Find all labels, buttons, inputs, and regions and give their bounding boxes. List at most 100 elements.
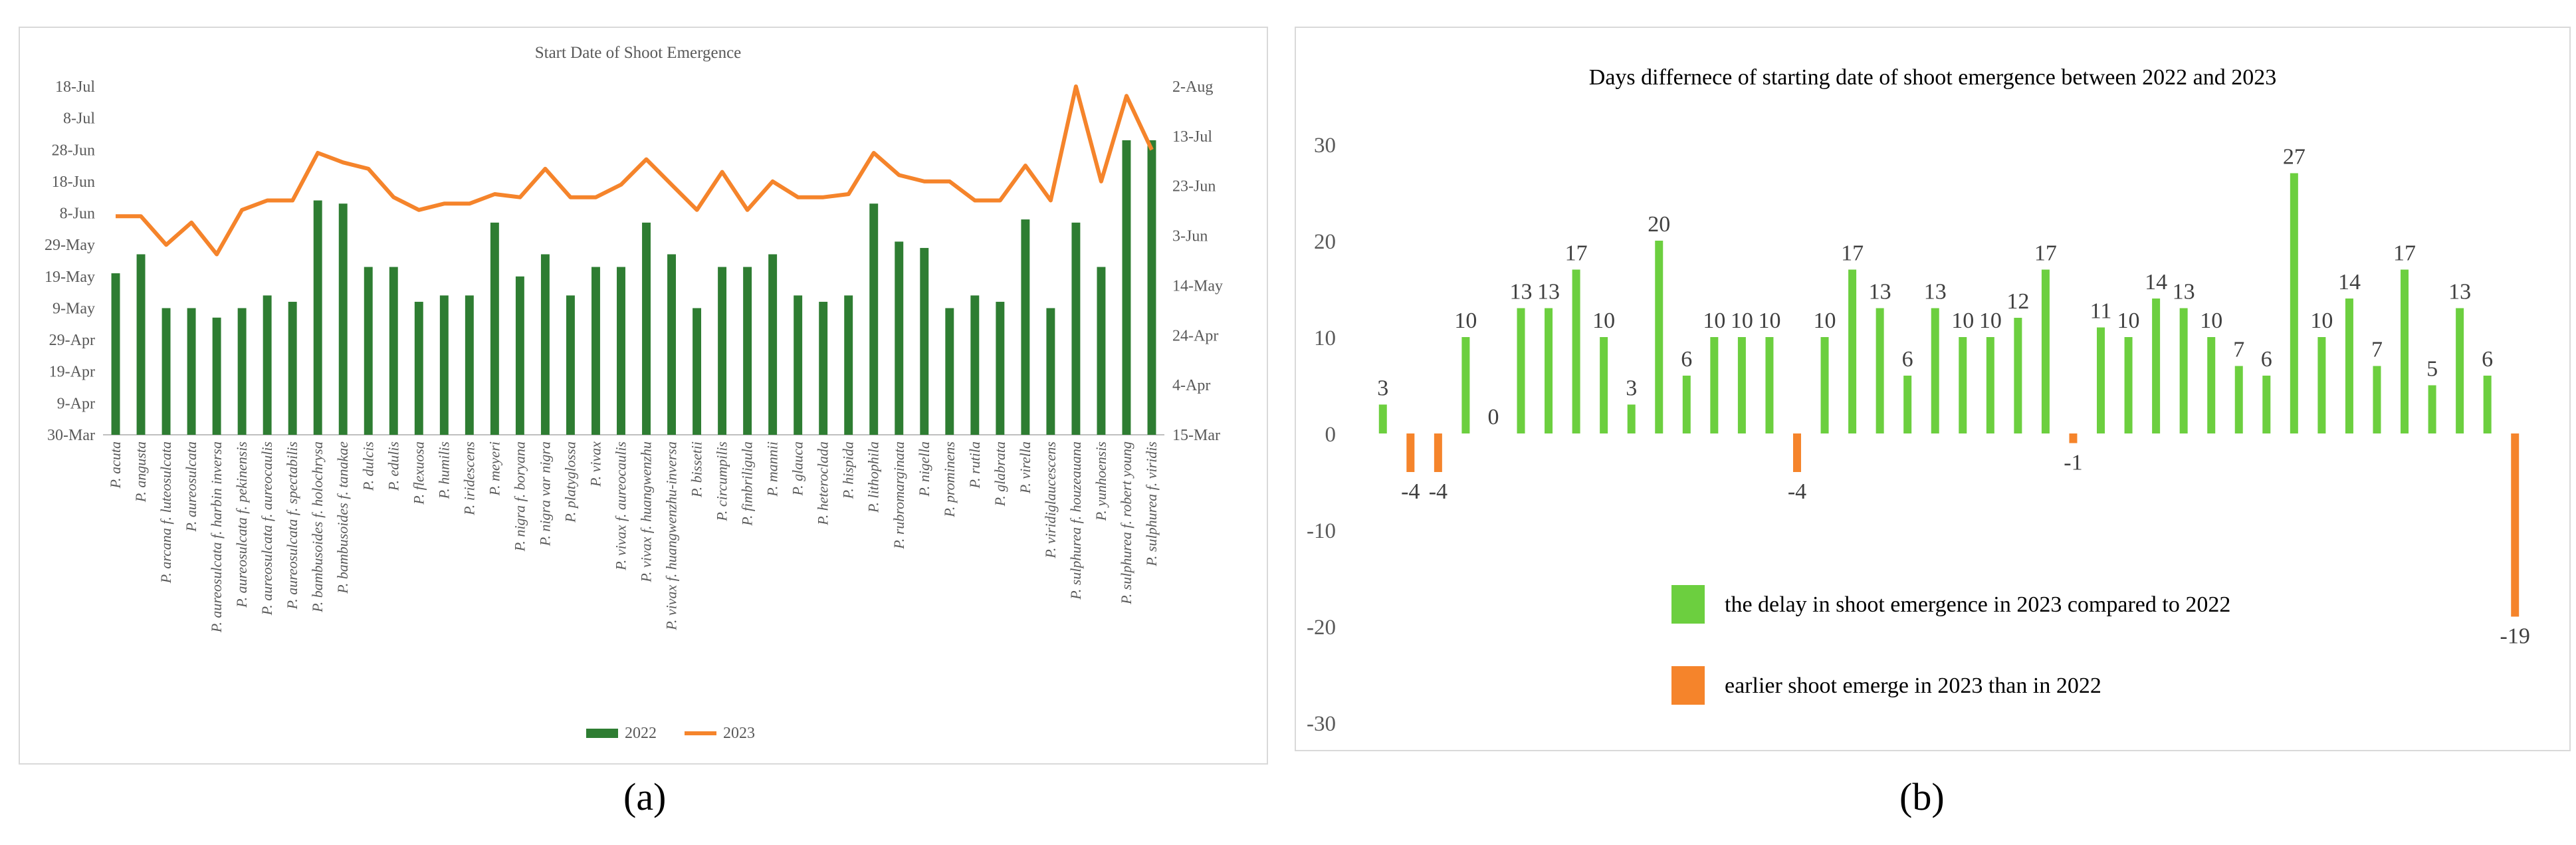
chart-a-right-tick: 2-Aug (1172, 78, 1213, 96)
chart-a-bar-2022 (1147, 140, 1156, 435)
chart-a-category-label: P. nigella (916, 441, 932, 497)
chart-a-category-label: P. circumpilis (714, 441, 730, 522)
chart-b-data-label: -4 (1788, 479, 1806, 504)
legend-delay-label: the delay in shoot emergence in 2023 com… (1725, 592, 2230, 617)
chart-a-left-tick: 18-Jun (52, 174, 95, 191)
chart-b-data-label: 3 (1626, 376, 1637, 401)
chart-b-data-label: 10 (1979, 308, 2002, 333)
chart-b-data-label: -4 (1401, 479, 1420, 504)
chart-b-bar-delay (2456, 308, 2464, 433)
chart-a-category-label: P. bissetii (689, 441, 705, 498)
chart-b-bar-delay (2041, 269, 2050, 433)
chart-a-category-label: P. glauca (790, 441, 806, 496)
panel-label-a: (a) (623, 775, 667, 818)
chart-a-left-tick: 30-Mar (47, 427, 95, 444)
chart-a-category-label: P. angusta (132, 441, 149, 503)
chart-a-category-label: P. nigra f. boryana (511, 441, 528, 552)
chart-a-category-label: P. aureosulcata f. pekinensis (233, 441, 250, 608)
chart-b-y-tick: 10 (1314, 326, 1336, 350)
chart-b-data-label: 5 (2426, 357, 2438, 382)
chart-b-bar-delay (1461, 337, 1470, 433)
chart-b-data-label: 6 (1681, 347, 1692, 372)
chart-a-bar-2022 (970, 295, 980, 435)
chart-b-data-label: 12 (2006, 289, 2029, 314)
chart-b-bar-delay (2179, 308, 2188, 433)
chart-a-bar-2022 (743, 267, 752, 435)
chart-a-category-label: P. hispida (840, 441, 857, 499)
chart-a-bar-2022 (136, 254, 146, 435)
chart-panel-a: 30-Mar 9-Apr 19-Apr 29-Apr 9-May 19-May 29-May… (19, 27, 1268, 765)
chart-a-svg: 30-Mar 9-Apr 19-Apr 29-Apr 9-May 19-May 29-May… (45, 44, 1223, 742)
chart-a-bar-2022 (540, 254, 550, 435)
legend-earlier-label: earlier shoot emerge in 2023 than in 202… (1725, 673, 2101, 698)
chart-a-category-label: P. virella (1017, 441, 1033, 494)
chart-b-bar-delay (1765, 337, 1774, 433)
chart-b-data-label: 6 (1902, 347, 1913, 372)
chart-b-data-label: -1 (2064, 451, 2082, 475)
chart-a-bar-2022 (1122, 140, 1131, 435)
chart-a-bar-2022 (617, 267, 625, 435)
chart-b-bar-delay (2373, 366, 2381, 433)
chart-b-data-label: 17 (2034, 241, 2057, 266)
chart-b-bar-delay (1627, 404, 1636, 433)
chart-b-bar-delay (2124, 337, 2133, 433)
chart-a-category-label: P. rubromarginata (891, 441, 907, 550)
chart-b-bar-earlier (2069, 433, 2078, 443)
chart-b-title: Days differnece of starting date of shoo… (1589, 65, 2276, 90)
chart-a-category-label: P. sulphurea f. houzeauana (1067, 441, 1084, 600)
chart-b-data-label: 13 (1510, 280, 1533, 304)
chart-a-bar-2022 (515, 276, 524, 435)
chart-b-bar-delay (1820, 337, 1829, 433)
chart-b-bar-delay (1682, 376, 1691, 433)
chart-b-bar-delay (2207, 337, 2216, 433)
chart-b-data-label: 11 (2090, 299, 2112, 324)
chart-a-bar-2022 (490, 222, 499, 435)
chart-b-bar-delay (1737, 337, 1746, 433)
chart-b-bar-delay (1959, 337, 1967, 433)
chart-b-bar-delay (1572, 269, 1580, 433)
chart-b-data-label: 17 (2393, 241, 2416, 266)
chart-a-category-label: P. aureosulcata f. aureocaulis (259, 441, 275, 616)
chart-a-bar-2022 (566, 295, 575, 435)
chart-a-bar-2022 (920, 247, 929, 435)
chart-a-left-tick: 19-May (45, 269, 95, 286)
chart-b-y-tick: -20 (1307, 616, 1336, 640)
chart-a-category-label: P. dulcis (360, 441, 376, 491)
chart-a-category-label: P. viridiglaucescens (1042, 441, 1059, 559)
chart-b-bar-delay (1931, 308, 1939, 433)
chart-a-category-label: P. fimbriligula (739, 441, 756, 527)
chart-b-bar-delay (2317, 337, 2326, 433)
chart-a-bar-2022 (642, 222, 651, 435)
chart-b-data-label: 13 (1869, 280, 1891, 304)
chart-a-bar-2022 (389, 267, 398, 435)
chart-b-data-label: 10 (1454, 308, 1477, 333)
chart-a-bar-2022 (718, 267, 727, 435)
chart-a-category-label: P. vivax f. huangwenzhu-inversa (663, 441, 680, 631)
chart-b-bar-delay (2290, 173, 2298, 433)
chart-a-category-label: P. nigra var nigra (536, 441, 553, 546)
chart-b-bar-delay (1517, 308, 1525, 433)
chart-b-bar-earlier (2511, 433, 2520, 617)
chart-a-category-label: P. aureosulcata f. spectabilis (284, 441, 300, 610)
chart-a-bar-2022 (1046, 308, 1055, 435)
chart-b-data-label: 10 (2310, 308, 2333, 333)
chart-a-bar-2022 (338, 203, 348, 435)
chart-b-data-label: 10 (1814, 308, 1836, 333)
chart-a-category-label: P. lithophila (865, 441, 882, 513)
chart-b-data-label: 20 (1648, 212, 1670, 237)
chart-b-data-label: 10 (1592, 308, 1615, 333)
chart-a-bar-2022 (693, 308, 702, 435)
chart-b-data-label: -4 (1429, 479, 1448, 504)
chart-b-bar-delay (2262, 376, 2271, 433)
chart-a-right-tick: 23-Jun (1172, 178, 1216, 195)
chart-b-legend: the delay in shoot emergence in 2023 com… (1671, 585, 2230, 705)
chart-b-data-label: 17 (1565, 241, 1588, 266)
chart-a-bar-2022 (794, 295, 803, 435)
chart-a-bar-2022 (844, 295, 853, 435)
chart-b-data-label: 10 (1951, 308, 1974, 333)
chart-b-data-label: 13 (1537, 280, 1560, 304)
chart-a-right-tick: 13-Jul (1172, 128, 1212, 146)
chart-a-bar-2022 (212, 317, 221, 435)
chart-a-left-tick: 29-Apr (49, 332, 95, 349)
chart-b-y-tick: -30 (1307, 712, 1336, 736)
